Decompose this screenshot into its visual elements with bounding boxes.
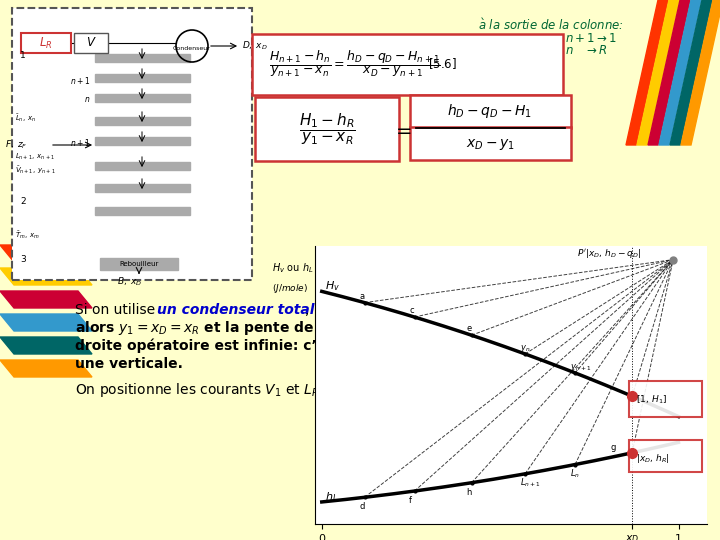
Bar <box>12 8 252 280</box>
Polygon shape <box>626 0 668 145</box>
Text: $\grave{a}$ la sortie de la colonne:: $\grave{a}$ la sortie de la colonne: <box>478 17 624 33</box>
Text: $L_{n+1}$: $L_{n+1}$ <box>520 477 541 489</box>
FancyBboxPatch shape <box>74 33 108 53</box>
Bar <box>100 258 178 270</box>
Text: g: g <box>611 443 616 453</box>
Text: 1: 1 <box>20 51 26 60</box>
Text: $F,\; z_F$: $F,\; z_F$ <box>5 139 27 151</box>
Polygon shape <box>659 0 701 145</box>
Polygon shape <box>0 291 92 308</box>
Polygon shape <box>0 337 92 354</box>
Text: e: e <box>467 324 472 333</box>
FancyBboxPatch shape <box>410 127 571 160</box>
Text: $H_v$ ou $h_L$: $H_v$ ou $h_L$ <box>272 261 313 275</box>
Text: 3: 3 <box>20 255 26 265</box>
Bar <box>95 184 190 192</box>
Text: ,: , <box>305 303 310 317</box>
Text: $n+1 \rightarrow 1$: $n+1 \rightarrow 1$ <box>565 31 617 44</box>
Text: une verticale.: une verticale. <box>75 357 183 371</box>
Polygon shape <box>670 0 712 145</box>
Polygon shape <box>681 0 720 145</box>
Text: $V$: $V$ <box>86 37 96 50</box>
Text: $x_D - y_1$: $x_D - y_1$ <box>466 137 515 152</box>
Text: Rebouilleur: Rebouilleur <box>120 261 158 267</box>
Polygon shape <box>0 245 92 262</box>
Text: $\bar{L}_n,\; x_n$: $\bar{L}_n,\; x_n$ <box>15 112 37 124</box>
Text: alors $y_1=x_D=x_R$ et la pente de la: alors $y_1=x_D=x_R$ et la pente de la <box>75 319 333 337</box>
Text: $L_{n+1},\; x_{n+1}$: $L_{n+1},\; x_{n+1}$ <box>15 152 55 162</box>
Text: $h_D - q_D - H_1$: $h_D - q_D - H_1$ <box>447 102 533 120</box>
Text: $L_R$: $L_R$ <box>40 36 53 51</box>
Polygon shape <box>0 360 92 377</box>
Text: droite opératoire est infinie: c’est: droite opératoire est infinie: c’est <box>75 339 341 353</box>
FancyBboxPatch shape <box>255 97 399 161</box>
Text: $y_{n+1}$: $y_{n+1}$ <box>570 362 591 373</box>
Text: $=$: $=$ <box>392 119 412 138</box>
Text: $L_n$: $L_n$ <box>570 468 580 480</box>
Text: $n+1$: $n+1$ <box>70 75 90 85</box>
Bar <box>95 94 190 102</box>
Bar <box>95 207 190 215</box>
FancyBboxPatch shape <box>629 381 702 417</box>
Text: $[5.6]$: $[5.6]$ <box>428 57 457 71</box>
Bar <box>95 137 190 145</box>
Text: $n$: $n$ <box>84 96 90 105</box>
Text: $|x_D,\,h_R|$: $|x_D,\,h_R|$ <box>636 452 670 465</box>
Bar <box>95 117 190 125</box>
Text: Condenseur: Condenseur <box>173 46 211 51</box>
Text: 2: 2 <box>20 198 26 206</box>
Polygon shape <box>648 0 690 145</box>
Text: d: d <box>359 502 364 511</box>
Text: On positionne les courants $V_1$ et $L_R$.: On positionne les courants $V_1$ et $L_R… <box>75 381 323 399</box>
FancyBboxPatch shape <box>629 440 702 471</box>
Text: $P'\left|x_D,\,h_D-q_D\right|$: $P'\left|x_D,\,h_D-q_D\right|$ <box>577 247 641 260</box>
Text: $\dfrac{H_{n+1}-h_n}{y_{n+1}-x_n}=\dfrac{h_D-q_D-H_{n+1}}{x_D-y_{n+1}}$: $\dfrac{H_{n+1}-h_n}{y_{n+1}-x_n}=\dfrac… <box>269 49 441 79</box>
FancyBboxPatch shape <box>252 34 563 95</box>
Text: c: c <box>409 306 414 315</box>
Text: $y_n$: $y_n$ <box>520 343 530 354</box>
Bar <box>95 74 190 82</box>
Text: a: a <box>359 292 364 301</box>
Text: $D,\; x_D$: $D,\; x_D$ <box>242 40 268 52</box>
Text: $\bar{T}_{m},\; x_m$: $\bar{T}_{m},\; x_m$ <box>15 229 40 241</box>
Bar <box>95 162 190 170</box>
FancyBboxPatch shape <box>21 33 71 53</box>
Text: $n \quad \rightarrow R$: $n \quad \rightarrow R$ <box>565 44 608 57</box>
Polygon shape <box>0 314 92 331</box>
Text: h: h <box>467 488 472 497</box>
Text: $\bar{V}_{n+1},\; y_{n+1}$: $\bar{V}_{n+1},\; y_{n+1}$ <box>15 164 55 176</box>
Text: $\dfrac{H_1 - h_R}{y_1 - x_R}$: $\dfrac{H_1 - h_R}{y_1 - x_R}$ <box>299 111 356 147</box>
Text: $B,\; x_D$: $B,\; x_D$ <box>117 276 143 288</box>
Polygon shape <box>637 0 679 145</box>
Text: Si on utilise: Si on utilise <box>75 303 160 317</box>
Text: f: f <box>409 496 412 505</box>
Bar <box>95 54 190 62</box>
Polygon shape <box>0 268 92 285</box>
Text: un condenseur total: un condenseur total <box>157 303 315 317</box>
Text: $h_L$: $h_L$ <box>325 490 338 504</box>
Text: $n+1$: $n+1$ <box>70 137 90 147</box>
Text: $H_v$: $H_v$ <box>325 279 341 293</box>
Text: $(J/mole)$: $(J/mole)$ <box>272 282 308 295</box>
Text: $[1,\,H_1]$: $[1,\,H_1]$ <box>636 393 667 406</box>
FancyBboxPatch shape <box>410 95 571 128</box>
